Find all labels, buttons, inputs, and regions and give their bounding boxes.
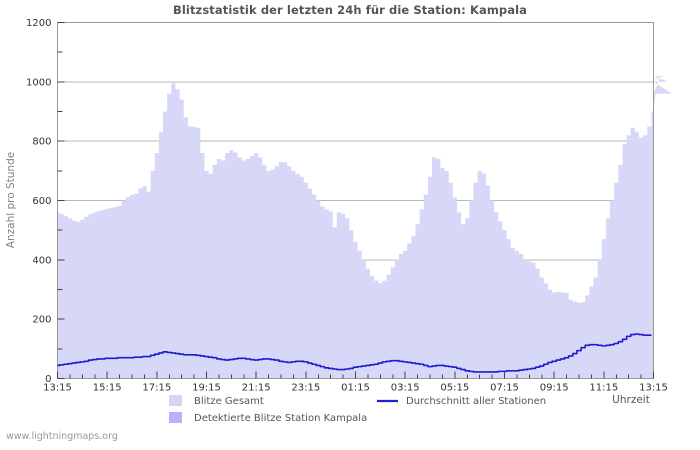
y-axis-title: Anzahl pro Stunde: [5, 152, 17, 248]
legend-swatch-blitze-gesamt: [169, 395, 182, 406]
y-tick-label: 200: [32, 315, 51, 326]
x-tick-label: 05:15: [440, 383, 469, 394]
chart-legend: Blitze Gesamt Detektierte Blitze Station…: [169, 395, 546, 424]
x-tick-label: 01:15: [341, 383, 370, 394]
x-tick-label: 03:15: [391, 383, 420, 394]
x-tick-label: 07:15: [490, 383, 519, 394]
y-tick-label: 400: [32, 255, 51, 266]
y-axis-tick-labels: 0 200 400 600 800 1000 1200: [26, 18, 51, 385]
x-tick-label: 13:15: [43, 383, 72, 394]
legend-label-blitze-gesamt: Blitze Gesamt: [194, 396, 264, 407]
x-axis-title: Uhrzeit: [612, 394, 650, 406]
x-tick-label: 15:15: [93, 383, 122, 394]
y-tick-label: 1200: [26, 18, 51, 29]
page-title: Blitzstatistik der letzten 24h für die S…: [173, 3, 527, 17]
average-line-series: [57, 333, 652, 373]
line-durchschnitt-aller-stationen: [57, 333, 652, 373]
x-tick-label: 17:15: [142, 383, 171, 394]
x-tick-label: 13:15: [639, 383, 668, 394]
legend-swatch-detektierte-blitze: [169, 412, 182, 423]
y-tick-label: 800: [32, 137, 51, 148]
footer-watermark: www.lightningmaps.org: [6, 431, 118, 442]
x-tick-label: 09:15: [540, 383, 569, 394]
y-tick-label: 0: [45, 374, 51, 385]
x-axis-tick-labels: 13:15 15:15 17:15 19:15 21:15 23:15 01:15 03:15…: [43, 383, 668, 394]
x-tick-label: 19:15: [192, 383, 221, 394]
x-tick-label: 23:15: [291, 383, 320, 394]
y-axis-ticks: [57, 22, 65, 379]
x-axis-ticks: [57, 371, 654, 379]
y-tick-label: 1000: [26, 77, 51, 88]
area-series-group: [57, 75, 673, 379]
x-tick-label: 21:15: [242, 383, 271, 394]
area-blitze-gesamt: [57, 75, 673, 379]
legend-label-detektierte-blitze: Detektierte Blitze Station Kampala: [194, 413, 367, 424]
legend-label-durchschnitt: Durchschnitt aller Stationen: [406, 396, 546, 407]
x-tick-label: 11:15: [589, 383, 618, 394]
y-tick-label: 600: [32, 196, 51, 207]
